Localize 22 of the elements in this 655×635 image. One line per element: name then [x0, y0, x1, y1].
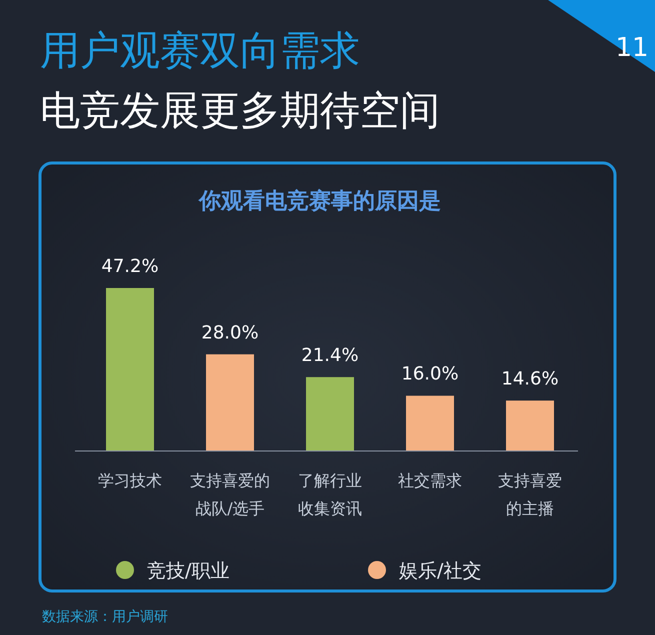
- x-tick-label: 支持喜爱的主播: [498, 471, 562, 518]
- bar: [106, 288, 154, 451]
- bar: [206, 354, 254, 451]
- data-label: 47.2%: [101, 256, 159, 277]
- data-label: 21.4%: [301, 345, 359, 366]
- legend-label: 竞技/职业: [147, 560, 230, 582]
- data-label: 16.0%: [401, 364, 459, 385]
- bar: [306, 377, 354, 451]
- bar: [406, 396, 454, 451]
- chart-title: 用户观赛双向需求: [40, 28, 360, 74]
- x-tick-label: 社交需求: [398, 471, 462, 490]
- bar: [506, 400, 554, 451]
- text: 11: [615, 33, 649, 63]
- x-tick-label: 学习技术: [98, 471, 162, 490]
- data-label: 28.0%: [201, 322, 259, 344]
- source-note: 数据来源：用户调研: [42, 609, 168, 625]
- text: 你观看电竞赛事的原因是: [198, 188, 441, 214]
- legend-label: 娱乐/社交: [399, 560, 482, 582]
- chart-subtitle: 电竞发展更多期待空间: [40, 88, 440, 134]
- x-tick-label: 支持喜爱的战队/选手: [190, 471, 270, 518]
- x-tick-label: 了解行业收集资讯: [298, 471, 362, 518]
- data-label: 14.6%: [501, 368, 559, 390]
